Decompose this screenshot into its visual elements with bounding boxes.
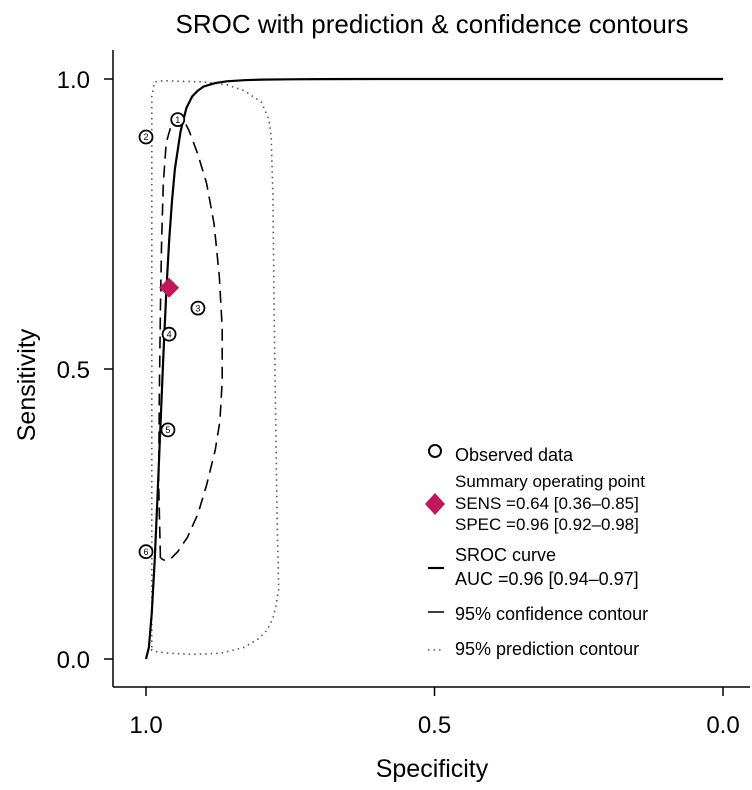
x-tick-label-0: 1.0 [129,712,162,739]
legend-observed-label: Observed data [455,445,574,465]
y-tick-label-1: 0.5 [57,357,90,384]
legend-auc-label: AUC =0.96 [0.94–0.97] [455,569,639,589]
y-tick-label-0: 0.0 [57,647,90,674]
summary-point-group [159,277,180,298]
legend-sroc-title: SROC curve [455,545,556,565]
observed-point-3 [190,300,206,316]
observed-point-5 [160,422,176,438]
observed-point-label-2: 2 [143,132,148,142]
observed-point-label-4: 4 [167,329,172,339]
legend-confidence-label: 95% confidence contour [455,604,648,624]
summary-point-diamond [159,277,180,298]
legend-summary-title: Summary operating point [455,472,645,491]
legend-spec-label: SPEC =0.96 [0.92–0.98] [455,515,639,534]
series-group: 1 2 3 4 5 6 [138,77,723,660]
x-ticks: 1.0 0.5 0.0 [129,687,740,739]
y-axis-label: Sensitivity [13,328,41,441]
observed-point-2 [138,129,154,145]
y-ticks: 0.0 0.5 1.0 [57,67,113,674]
observed-point-label-6: 6 [143,547,148,557]
legend-prediction-label: 95% prediction contour [455,639,639,659]
observed-point-label-5: 5 [165,425,170,435]
legend-observed-symbol [428,444,442,458]
legend-sens-label: SENS =0.64 [0.36–0.85] [455,494,639,513]
sroc-curve-line [144,77,723,660]
chart-title: SROC with prediction & confidence contou… [175,9,688,39]
observed-point-6 [138,544,154,560]
prediction-contour-line [151,79,280,656]
legend-summary-symbol [425,493,445,515]
x-tick-label-2: 0.0 [706,712,739,739]
y-tick-label-2: 1.0 [57,67,90,94]
observed-point-1 [170,112,186,127]
axes: 1.0 0.5 0.0 0.0 0.5 1.0 [57,50,750,739]
observed-point-4 [161,326,177,342]
observed-point-label-3: 3 [195,303,200,313]
observed-point-label-1: 1 [175,115,180,125]
x-axis-label: Specificity [376,755,489,783]
confidence-contour-line [157,115,223,562]
legend: Observed data Summary operating point SE… [425,444,648,659]
observed-points: 1 2 3 4 5 6 [138,112,206,560]
x-tick-label-1: 0.5 [418,712,451,739]
